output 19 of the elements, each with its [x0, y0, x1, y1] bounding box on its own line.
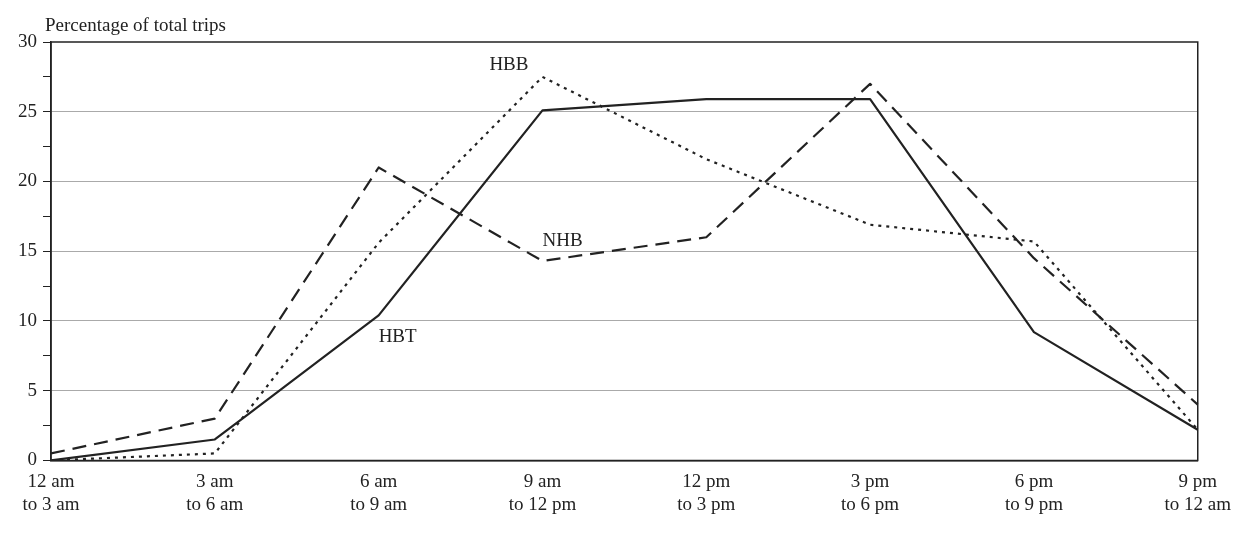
x-tick-label: 3 am to 6 am: [186, 469, 244, 514]
y-tick-label: 25: [18, 99, 37, 121]
x-tick-label: 12 am to 3 am: [22, 469, 80, 514]
x-tick-label: 6 pm to 9 pm: [1004, 469, 1064, 514]
x-tick-label: 3 pm to 6 pm: [841, 469, 900, 514]
y-tick-label: 15: [18, 239, 37, 261]
series-label: HBB: [489, 53, 529, 75]
x-tick-label: 9 pm to 12 am: [1164, 469, 1232, 514]
series-label: HBT: [378, 324, 418, 346]
y-tick-label: 5: [27, 378, 37, 400]
y-tick-label: 30: [18, 29, 37, 51]
x-tick-label: 9 am to 12 pm: [508, 469, 577, 514]
x-tick-label: 12 pm to 3 pm: [677, 469, 736, 514]
series-label: NHB: [542, 229, 583, 251]
y-tick-label: 20: [18, 169, 37, 191]
y-axis-title: Percentage of total trips: [45, 14, 226, 36]
y-tick-label: 0: [27, 448, 37, 470]
y-tick-label: 10: [18, 308, 37, 330]
x-tick-label: 6 am to 9 am: [350, 469, 408, 514]
